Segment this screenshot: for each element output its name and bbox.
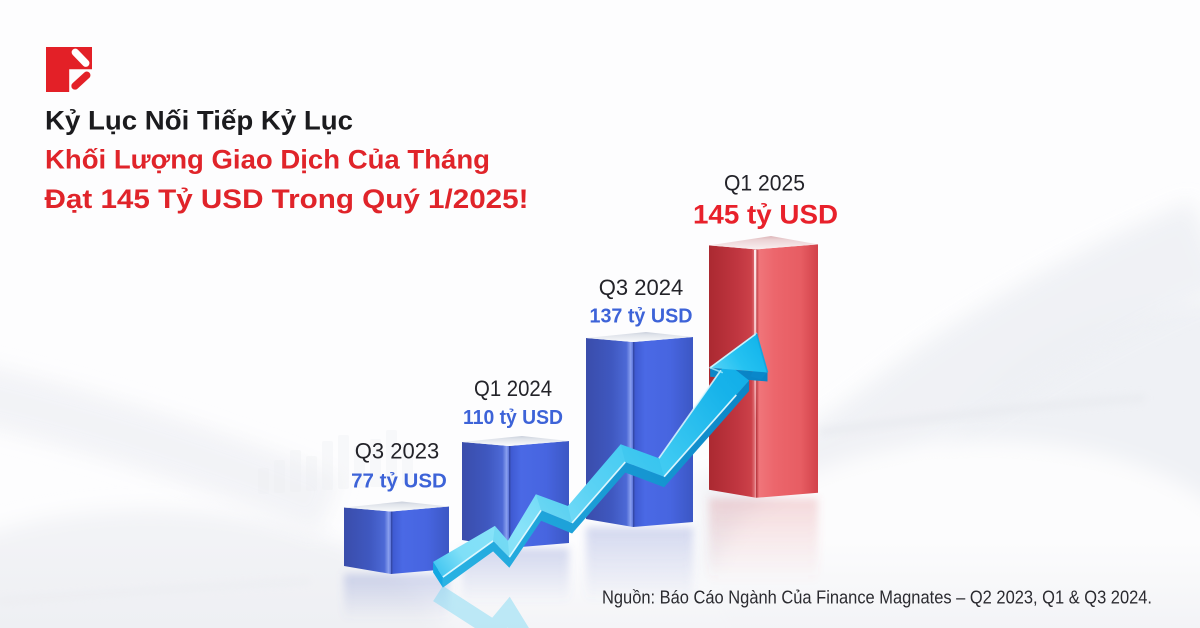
svg-text:77 tỷ USD: 77 tỷ USD	[351, 470, 447, 493]
svg-text:137 tỷ USD: 137 tỷ USD	[590, 305, 693, 328]
svg-text:Q1 2024: Q1 2024	[474, 376, 552, 401]
svg-text:Khối Lượng Giao Dịch Của Tháng: Khối Lượng Giao Dịch Của Tháng	[45, 145, 490, 175]
svg-text:Q3 2023: Q3 2023	[355, 439, 439, 464]
svg-text:Q3 2024: Q3 2024	[599, 275, 683, 300]
svg-text:Kỷ Lục Nối Tiếp Kỷ Lục: Kỷ Lục Nối Tiếp Kỷ Lục	[45, 105, 353, 135]
svg-text:Q1 2025: Q1 2025	[724, 170, 805, 195]
svg-text:Nguồn: Báo Cáo Ngành Của Finan: Nguồn: Báo Cáo Ngành Của Finance Magnate…	[602, 587, 1152, 608]
svg-text:145 tỷ USD: 145 tỷ USD	[693, 199, 838, 229]
svg-text:110 tỷ USD: 110 tỷ USD	[463, 406, 563, 429]
svg-text:Đạt 145 Tỷ USD Trong Quý 1/202: Đạt 145 Tỷ USD Trong Quý 1/2025!	[45, 184, 529, 214]
